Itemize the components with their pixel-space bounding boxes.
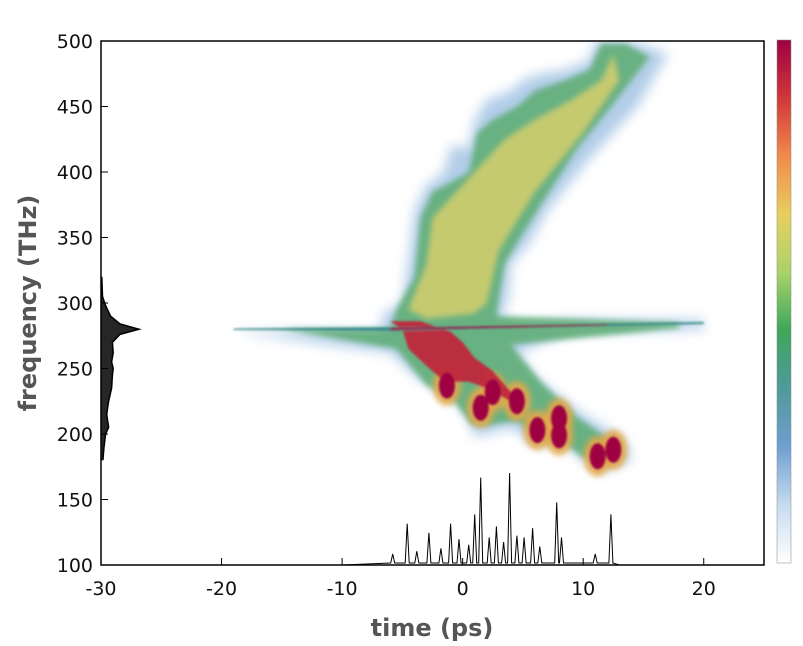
y-tick-label: 500: [57, 31, 93, 53]
plot-area: [101, 41, 704, 565]
y-tick-label: 150: [57, 490, 93, 512]
high-intensity-region: [408, 54, 620, 319]
y-tick-label: 350: [57, 228, 93, 250]
soliton-core: [529, 417, 546, 444]
y-tick-label: 300: [57, 293, 93, 315]
y-tick-label: 250: [57, 359, 93, 381]
frequency-marginal-fill: [101, 276, 139, 461]
y-tick-label: 100: [57, 555, 93, 577]
colorbar: [776, 39, 792, 564]
soliton-core: [484, 379, 501, 406]
x-tick-label: 10: [571, 578, 595, 600]
x-tick-label: -20: [206, 578, 237, 600]
soliton-core: [438, 372, 455, 399]
intensity-layer-peak: [233, 321, 704, 470]
peak-intensity-region: [390, 321, 511, 402]
y-tick-label: 400: [57, 162, 93, 184]
soliton-core: [605, 436, 622, 463]
y-tick-label: 200: [57, 424, 93, 446]
soliton-core: [589, 443, 606, 470]
y-axis-title: frequency (THz): [14, 195, 42, 412]
time-marginal-trace: [342, 472, 620, 565]
soliton-core: [472, 394, 489, 421]
frequency-marginal-trace: [101, 276, 142, 461]
x-tick-label: 20: [692, 578, 716, 600]
soliton-core: [551, 422, 568, 449]
x-axis-title: time (ps): [371, 614, 494, 642]
pump-line-core: [390, 324, 608, 331]
y-axis: 100 150 200 250 300 350 400 450 500: [57, 31, 108, 577]
x-axis: -30 -20 -10 0 10 20: [85, 558, 716, 600]
time-marginal-line: [342, 472, 620, 565]
x-tick-label: -30: [85, 578, 116, 600]
y-tick-label: 450: [57, 97, 93, 119]
x-tick-label: 0: [457, 578, 469, 600]
x-tick-label: -10: [327, 578, 358, 600]
pump-line: [233, 322, 704, 332]
soliton-core: [508, 388, 525, 415]
